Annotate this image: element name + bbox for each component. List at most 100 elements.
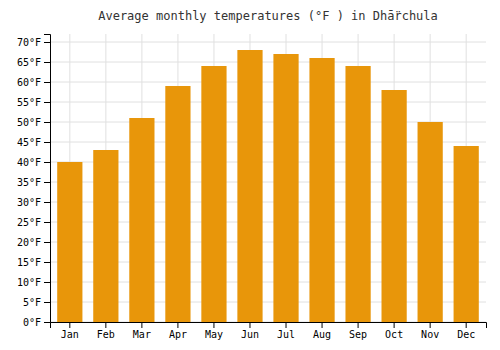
tick-label: 15°F [17, 257, 41, 268]
chart: Jan Feb Mar Apr May Jun Jul Aug Sep Oct Nov Dec 0°F 5… [0, 0, 500, 350]
tick-label: Dec [457, 329, 475, 340]
tick-mark [44, 202, 50, 203]
tick: Sep [349, 322, 367, 340]
tick-label: 35°F [17, 177, 41, 188]
tick: 5°F [23, 297, 50, 308]
tick: Jul [277, 322, 295, 340]
tick-label: 60°F [17, 77, 41, 88]
tick-label: Jan [61, 329, 79, 340]
bar [454, 146, 479, 322]
tick: Nov [421, 322, 439, 340]
tick-label: 30°F [17, 197, 41, 208]
tick: Feb [97, 322, 115, 340]
tick-mark [249, 322, 250, 328]
axis-line [51, 323, 487, 329]
tick: 20°F [17, 237, 50, 248]
tick-mark [105, 322, 106, 328]
tick: 70°F [17, 37, 50, 48]
tick-mark [44, 262, 50, 263]
bar [93, 150, 118, 322]
tick-mark [286, 322, 287, 328]
tick-label: Apr [169, 329, 187, 340]
tick-label: 0°F [23, 317, 41, 328]
tick-mark [358, 322, 359, 328]
bar [273, 54, 298, 322]
tick-mark [44, 62, 50, 63]
plot-area [57, 50, 479, 322]
tick-mark [44, 102, 50, 103]
tick-mark [44, 82, 50, 83]
tick-mark [213, 322, 214, 328]
tick-label: 65°F [17, 57, 41, 68]
tick-mark [44, 122, 50, 123]
tick: Dec [457, 322, 475, 340]
tick-mark [44, 242, 50, 243]
tick-label: 40°F [17, 157, 41, 168]
bar [345, 66, 370, 322]
tick: Mar [133, 322, 151, 340]
tick: 25°F [17, 217, 50, 228]
tick: 45°F [17, 137, 50, 148]
grid-line [50, 42, 486, 43]
tick: 40°F [17, 157, 50, 168]
tick: 50°F [17, 117, 50, 128]
tick-label: 10°F [17, 277, 41, 288]
tick-mark [394, 322, 395, 328]
bar [418, 122, 443, 322]
tick-mark [141, 322, 142, 328]
tick-label: Jun [241, 329, 259, 340]
tick: 0°F [23, 317, 50, 328]
tick-mark [44, 142, 50, 143]
grid-line [50, 62, 486, 63]
tick-mark [44, 322, 50, 323]
tick: Jun [241, 322, 259, 340]
tick-label: Jul [277, 329, 295, 340]
tick-mark [44, 222, 50, 223]
tick-label: May [205, 329, 223, 340]
title: Average monthly temperatures (°F ) in Dh… [98, 9, 438, 23]
tick-label: 5°F [23, 297, 41, 308]
bar [57, 162, 82, 322]
tick-label: 45°F [17, 137, 41, 148]
tick-mark [44, 282, 50, 283]
bar [201, 66, 226, 322]
x-axis: Jan Feb Mar Apr May Jun Jul Aug Sep Oct Nov Dec [51, 322, 487, 340]
tick-mark [44, 302, 50, 303]
tick: 65°F [17, 57, 50, 68]
tick-mark [430, 322, 431, 328]
tick-mark [466, 322, 467, 328]
grid [50, 34, 486, 322]
tick: Jan [61, 322, 79, 340]
tick: Apr [169, 322, 187, 340]
tick: 15°F [17, 257, 50, 268]
tick-label: 25°F [17, 217, 41, 228]
bar [237, 50, 262, 322]
grid-line [50, 102, 486, 103]
tick-label: Mar [133, 329, 151, 340]
tick-label: 55°F [17, 97, 41, 108]
tick: 35°F [17, 177, 50, 188]
tick: 55°F [17, 97, 50, 108]
bar [165, 86, 190, 322]
tick-label: Oct [385, 329, 403, 340]
tick-label: 50°F [17, 117, 41, 128]
tick-label: Aug [313, 329, 331, 340]
tick-label: 70°F [17, 37, 41, 48]
tick: 30°F [17, 197, 50, 208]
tick-label: Feb [97, 329, 115, 340]
grid-line [50, 82, 486, 83]
tick-label: 20°F [17, 237, 41, 248]
bar [382, 90, 407, 322]
axis-line [44, 35, 51, 323]
tick-mark [44, 162, 50, 163]
tick-label: Sep [349, 329, 367, 340]
tick-mark [44, 182, 50, 183]
bar [129, 118, 154, 322]
tick: 10°F [17, 277, 50, 288]
tick-label: Nov [421, 329, 439, 340]
tick-mark [322, 322, 323, 328]
tick: Aug [313, 322, 331, 340]
tick-mark [177, 322, 178, 328]
tick: Oct [385, 322, 403, 340]
y-axis: 0°F 5°F 10°F 15°F 20°F 25°F 30°F 35°F 40°F 45°F 50… [17, 35, 51, 328]
